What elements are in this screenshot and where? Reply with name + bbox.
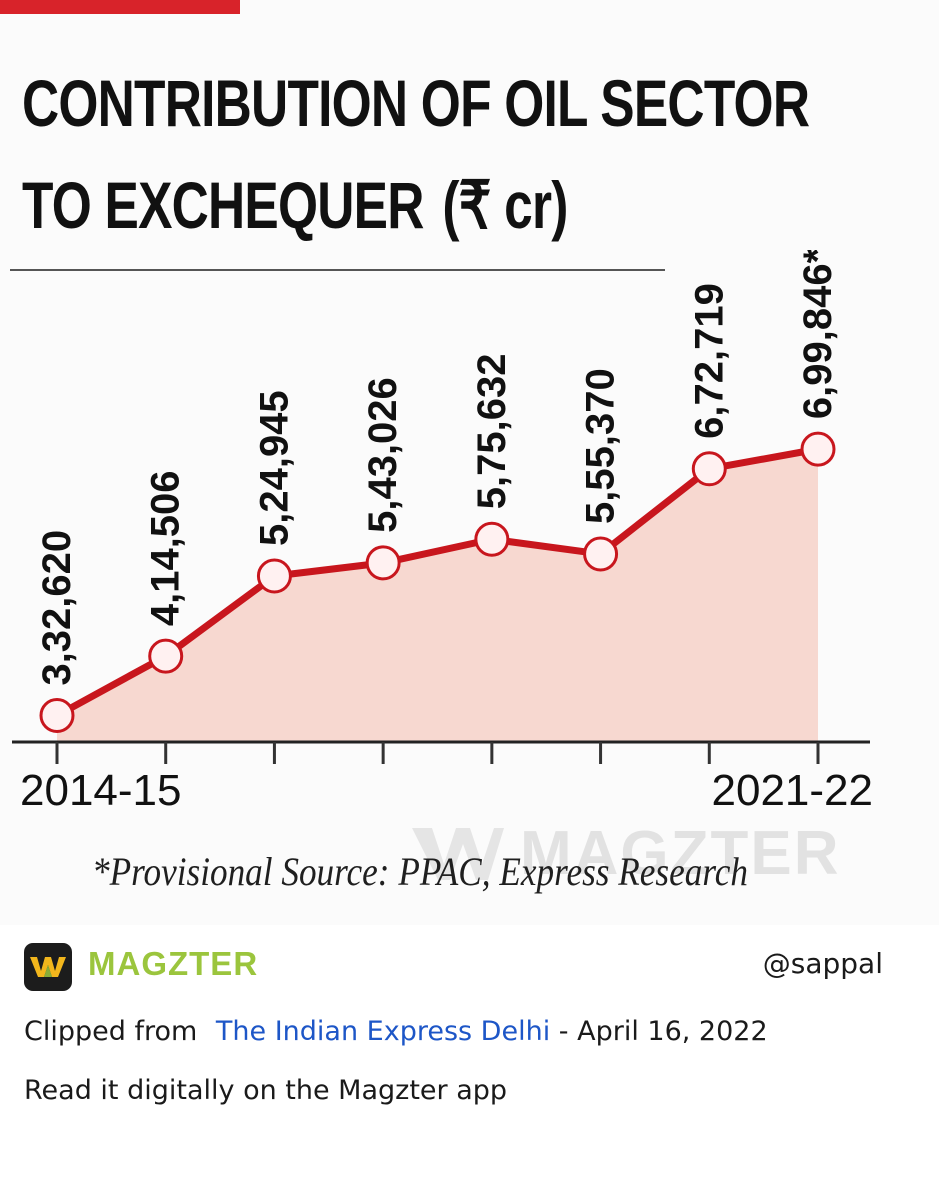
chart-title-line-1: CONTRIBUTION OF OIL SECTOR — [22, 66, 810, 140]
magzter-app-icon[interactable] — [24, 943, 72, 991]
publication-link[interactable]: The Indian Express Delhi — [215, 1016, 551, 1047]
area-fill — [57, 449, 818, 742]
magzter-watermark: MAGZTER — [410, 818, 841, 889]
share-footer: MAGZTER @sappal Clipped from The Indian … — [0, 925, 939, 1200]
chart-title-line-2: TO EXCHEQUER (₹ cr) — [22, 154, 809, 256]
value-label-2017-18: 5,43,026 — [361, 377, 405, 533]
chart-title-main: TO EXCHEQUER — [22, 168, 424, 243]
chart-footnote: *Provisional Source: PPAC, Express Resea… — [92, 849, 748, 894]
magzter-brand-name[interactable]: MAGZTER — [88, 945, 259, 982]
magzter-logo-icon — [28, 954, 68, 980]
clipped-from-line: Clipped from The Indian Express Delhi - … — [24, 1016, 768, 1047]
section-marker-bar — [0, 0, 240, 14]
magzter-watermark-logo-icon — [412, 827, 504, 880]
clipped-from-prefix: Clipped from — [24, 1016, 198, 1047]
value-label-2018-19: 5,75,632 — [470, 354, 514, 510]
user-handle[interactable]: @sappal — [762, 947, 883, 980]
chart-title: CONTRIBUTION OF OIL SECTOR TO EXCHEQUER(… — [22, 52, 810, 257]
read-digitally-line: Read it digitally on the Magzter app — [24, 1075, 508, 1106]
value-label-2020-21: 6,72,719 — [687, 283, 731, 439]
x-tick-label-2021-22: 2021-22 — [712, 766, 873, 810]
newspaper-clipping: CONTRIBUTION OF OIL SECTOR TO EXCHEQUER(… — [0, 0, 873, 894]
data-point-2017-18 — [365, 545, 401, 581]
data-point-2021-22 — [800, 431, 836, 467]
data-point-2015-16 — [148, 638, 184, 674]
data-point-2016-17 — [256, 558, 292, 594]
data-point-2020-21 — [691, 451, 727, 487]
chart-title-unit: (₹ cr) — [442, 168, 568, 243]
clip-date: - April 16, 2022 — [550, 1016, 768, 1047]
value-label-2021-22: 6,99,846* — [796, 250, 840, 419]
value-label-2019-20: 5,55,370 — [579, 368, 623, 524]
value-label-2015-16: 4,14,506 — [144, 470, 188, 626]
x-tick-label-2014-15: 2014-15 — [20, 766, 181, 810]
data-point-2018-19 — [474, 521, 510, 557]
value-label-2014-15: 3,32,620 — [35, 530, 79, 686]
value-label-2016-17: 5,24,945 — [252, 390, 296, 546]
series-line — [53, 445, 822, 720]
data-point-2019-20 — [583, 536, 619, 572]
watermark-text: MAGZTER — [520, 819, 841, 888]
oil-revenue-line-chart: 3,32,620 4,14,506 5,24,945 5,43,026 5,75,632… — [10, 250, 873, 810]
data-point-2014-15 — [39, 698, 75, 734]
